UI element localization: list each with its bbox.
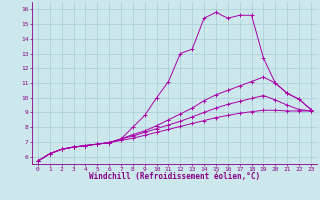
X-axis label: Windchill (Refroidissement éolien,°C): Windchill (Refroidissement éolien,°C)	[89, 172, 260, 181]
